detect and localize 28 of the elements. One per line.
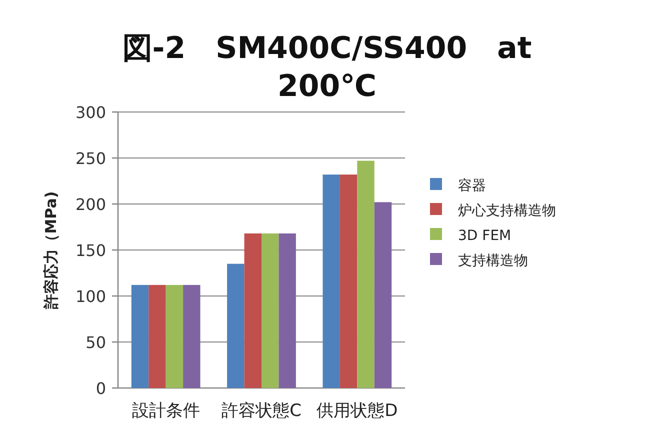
bar bbox=[340, 174, 358, 388]
bar bbox=[227, 264, 244, 388]
y-tick-label: 250 bbox=[75, 149, 106, 168]
y-tick-label: 100 bbox=[75, 287, 106, 306]
y-tick-label: 300 bbox=[75, 103, 106, 122]
x-tick-label: 供用状態D bbox=[316, 401, 398, 421]
y-tick-label: 200 bbox=[75, 195, 106, 214]
x-tick-label: 設計条件 bbox=[132, 401, 200, 421]
legend-label: 容器 bbox=[458, 178, 486, 194]
bar bbox=[244, 233, 262, 388]
bar bbox=[166, 284, 184, 388]
y-tick-label: 50 bbox=[86, 333, 106, 352]
bar bbox=[183, 284, 200, 388]
legend-label: 支持構造物 bbox=[458, 253, 528, 269]
y-axis-title: 許容応力（MPa) bbox=[42, 191, 60, 310]
legend-label: 炉心支持構造物 bbox=[458, 203, 556, 219]
bar bbox=[262, 233, 279, 388]
y-tick-label: 0 bbox=[96, 379, 106, 398]
bar bbox=[278, 233, 296, 388]
bar bbox=[357, 160, 374, 388]
bar bbox=[148, 284, 166, 388]
bar bbox=[131, 284, 149, 388]
y-tick-label: 150 bbox=[75, 241, 106, 260]
x-tick-label: 許容状態C bbox=[222, 401, 302, 421]
legend-label: 3D FEM bbox=[458, 228, 512, 244]
bar bbox=[374, 202, 392, 388]
chart-title: 図-2 SM400C/SS400 at 200℃ bbox=[122, 31, 532, 104]
bar bbox=[322, 174, 340, 388]
